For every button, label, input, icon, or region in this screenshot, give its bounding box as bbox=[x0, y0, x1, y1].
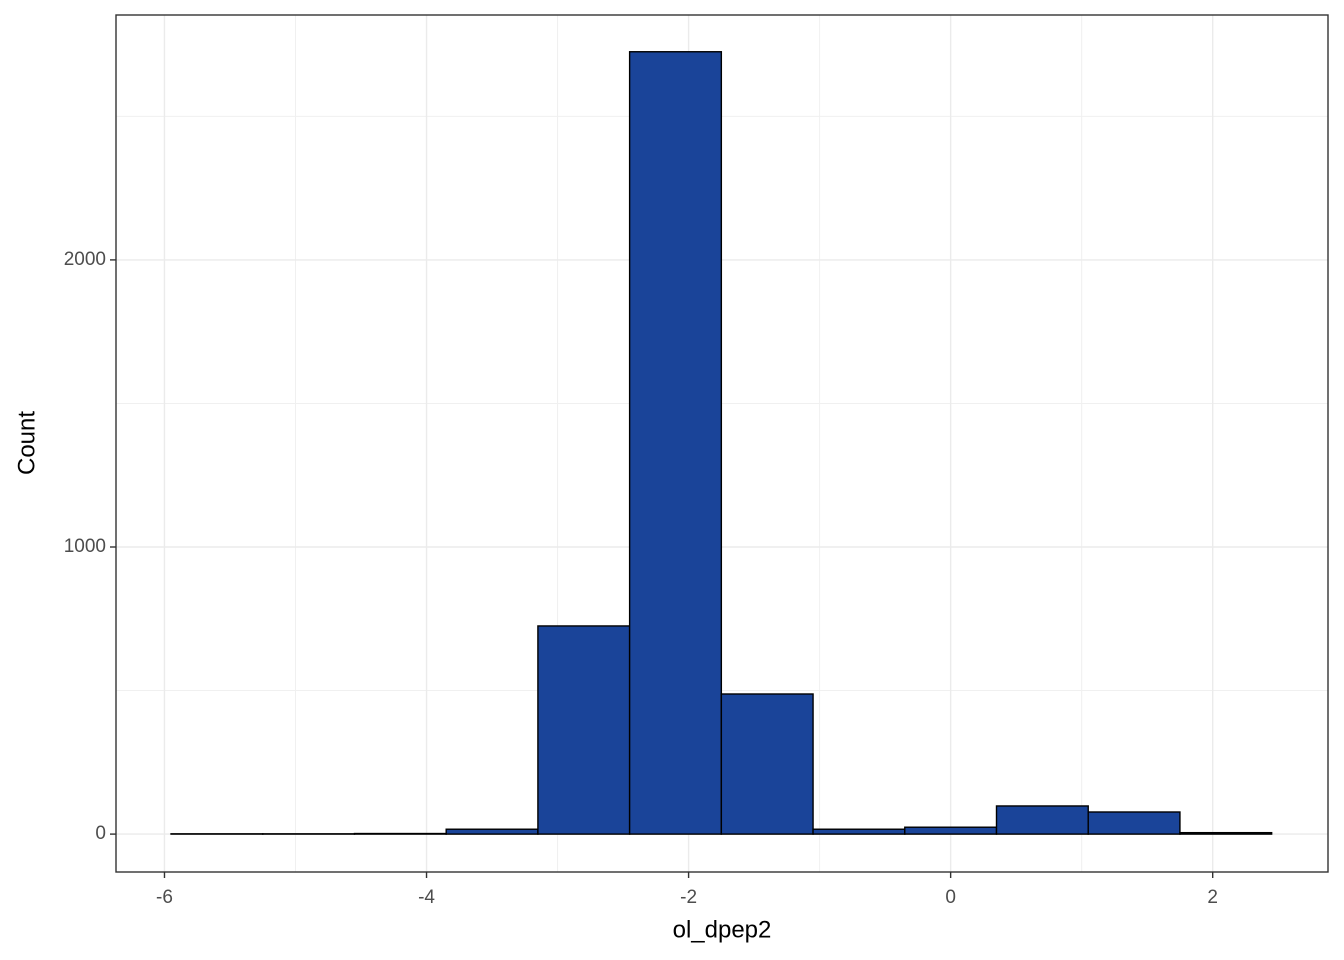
x-tick-label: -4 bbox=[418, 887, 435, 908]
bar bbox=[1087, 811, 1181, 835]
bar bbox=[812, 828, 906, 835]
panel-border bbox=[115, 14, 1329, 873]
bar bbox=[720, 693, 814, 835]
x-tick-label: 0 bbox=[945, 887, 956, 908]
x-axis-title: ol_dpep2 bbox=[673, 916, 772, 943]
bar bbox=[995, 805, 1089, 835]
y-axis-title: Count bbox=[13, 411, 40, 475]
x-tick-label: 2 bbox=[1207, 887, 1218, 908]
y-tick-label: 1000 bbox=[64, 536, 106, 557]
bar bbox=[628, 51, 723, 835]
bar bbox=[353, 832, 447, 835]
bar bbox=[904, 826, 998, 835]
y-tick-label: 0 bbox=[95, 823, 106, 844]
x-tick-label: -6 bbox=[156, 887, 173, 908]
bar bbox=[445, 828, 539, 835]
y-tick-label: 2000 bbox=[64, 249, 106, 270]
x-tick-label: -2 bbox=[680, 887, 697, 908]
bar bbox=[1179, 831, 1273, 835]
bar bbox=[537, 625, 631, 835]
